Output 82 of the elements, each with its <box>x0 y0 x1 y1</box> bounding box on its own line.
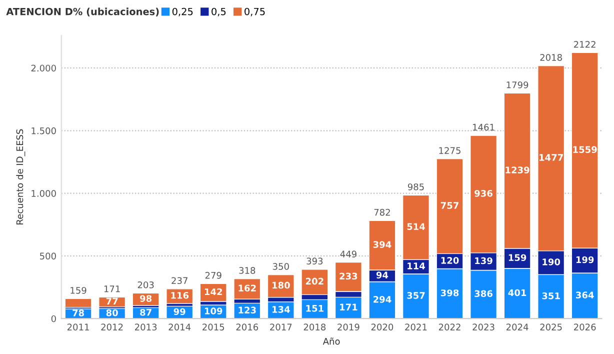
data-label: 401 <box>508 289 526 296</box>
data-label: 1239 <box>506 166 530 174</box>
total-label: 237 <box>172 277 188 284</box>
x-tick-label: 2014 <box>168 324 191 330</box>
data-label: 1559 <box>573 146 597 153</box>
x-tick-label: 2012 <box>101 324 123 330</box>
data-label: 151 <box>306 305 324 312</box>
x-tick-label: 2015 <box>202 324 224 330</box>
legend-label: 0,75 <box>244 8 265 16</box>
total-label: 1799 <box>506 81 528 88</box>
total-label: 159 <box>70 286 86 294</box>
data-label: 78 <box>72 310 84 316</box>
legend-label: 0,5 <box>212 8 226 16</box>
x-tick-label: 2019 <box>338 324 360 330</box>
y-tick-label: 500 <box>40 252 56 260</box>
x-axis-title: Año <box>322 338 340 345</box>
data-label: 123 <box>238 306 256 314</box>
total-label: 782 <box>374 208 390 216</box>
x-tick-label: 2016 <box>236 324 258 330</box>
total-label: 449 <box>340 250 356 258</box>
data-label: 1477 <box>540 154 563 161</box>
x-tick-label: 2021 <box>405 324 427 330</box>
legend-label: 0,25 <box>172 8 193 16</box>
bar <box>234 278 261 300</box>
data-label: 134 <box>272 306 290 313</box>
data-label: 94 <box>376 272 388 278</box>
data-label: 159 <box>508 254 526 262</box>
y-tick-label: 0 <box>51 315 56 322</box>
data-label: 202 <box>306 278 324 285</box>
total-label: 279 <box>205 272 222 279</box>
legend-title: ATENCION D% (ubicaciones) <box>6 8 159 16</box>
total-label: 2122 <box>574 40 596 48</box>
total-label: 1275 <box>439 147 460 154</box>
data-label: 394 <box>373 241 392 248</box>
data-label: 162 <box>238 284 256 292</box>
x-tick-label: 2022 <box>438 324 460 330</box>
data-label: 190 <box>542 258 560 266</box>
x-tick-label: 2018 <box>304 324 326 330</box>
total-label: 171 <box>104 286 120 292</box>
total-label: 318 <box>239 267 256 274</box>
x-tick-label: 2013 <box>135 324 157 330</box>
data-label: 514 <box>407 223 425 230</box>
x-tick-label: 2017 <box>270 324 292 330</box>
data-label: 364 <box>576 292 594 298</box>
data-label: 936 <box>474 190 492 197</box>
data-label: 139 <box>475 257 492 264</box>
x-tick-label: 2020 <box>371 324 394 330</box>
data-label: 171 <box>340 304 358 310</box>
total-label: 1461 <box>473 124 494 131</box>
data-label: 294 <box>374 296 392 303</box>
data-label: 116 <box>171 292 189 299</box>
x-tick-label: 2025 <box>540 324 562 330</box>
total-label: 2018 <box>540 54 562 61</box>
data-label: 398 <box>440 289 459 296</box>
y-tick-label: 1.000 <box>32 190 56 197</box>
data-label: 199 <box>576 256 594 264</box>
x-tick-label: 2023 <box>472 324 494 330</box>
data-label: 80 <box>106 309 118 316</box>
data-label: 357 <box>407 292 425 299</box>
data-label: 386 <box>474 290 492 298</box>
data-label: 109 <box>204 308 222 314</box>
data-label: 351 <box>542 292 560 300</box>
data-label: 233 <box>340 272 358 280</box>
x-tick-label: 2024 <box>506 324 528 330</box>
data-label: 87 <box>140 308 152 316</box>
total-label: 350 <box>272 263 289 270</box>
data-label: 114 <box>408 262 425 270</box>
data-label: 142 <box>204 288 222 296</box>
data-label: 98 <box>140 295 152 302</box>
x-tick-label: 2026 <box>574 324 596 330</box>
data-label: 120 <box>441 257 459 264</box>
y-tick-label: 2.000 <box>31 64 56 72</box>
y-axis-title: Recuento de ID_EESS <box>16 129 26 224</box>
data-label: 99 <box>174 308 186 316</box>
x-tick-label: 2011 <box>67 324 89 330</box>
y-tick-label: 1.500 <box>32 127 56 134</box>
data-label: 77 <box>106 298 118 304</box>
data-label: 757 <box>440 202 458 209</box>
total-label: 203 <box>138 281 154 288</box>
total-label: 985 <box>408 183 424 190</box>
total-label: 393 <box>306 258 323 264</box>
data-label: 180 <box>272 282 290 289</box>
